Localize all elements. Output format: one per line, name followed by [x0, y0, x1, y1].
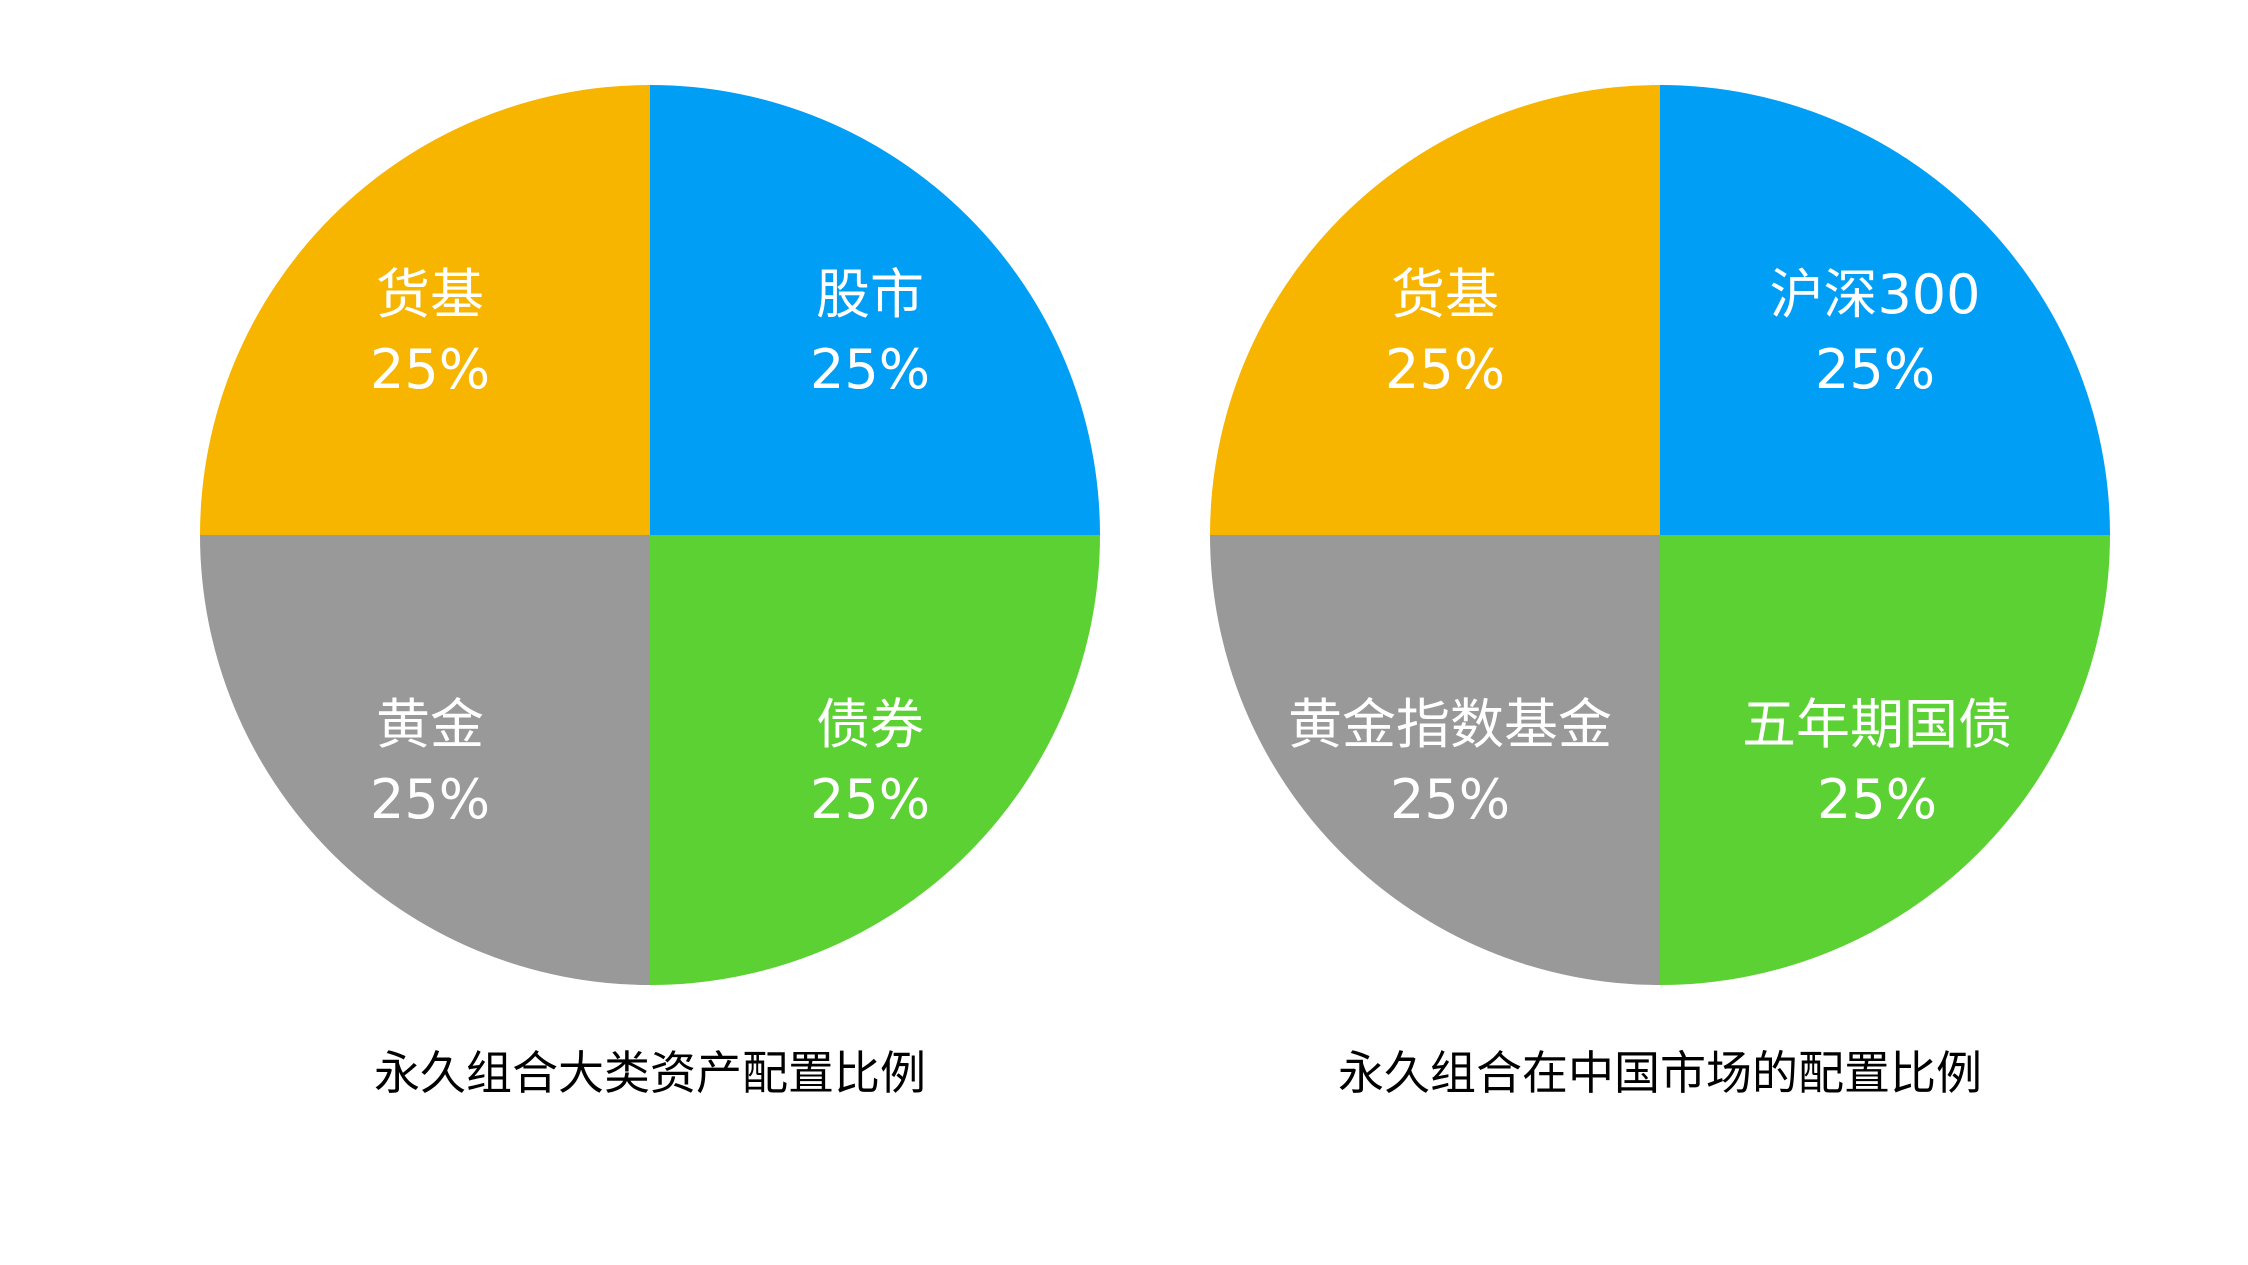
- slice-percent-money-fund: 25%: [370, 338, 490, 401]
- chart-title-asset-classes: 永久组合大类资产配置比例: [374, 1046, 926, 1100]
- slice-label-5y-treasury: 五年期国债: [1742, 693, 2012, 756]
- pie-slice-money-fund-cn: [1210, 85, 1660, 535]
- pie-slice-stock-market: [650, 85, 1100, 535]
- slice-label-money-fund-cn: 货基: [1391, 263, 1499, 326]
- pie-china-market-svg: 货基 25% 沪深300 25% 黄金指数基金 25% 五年期国债 25%: [1210, 85, 2110, 985]
- slice-label-gold-index-fund: 黄金指数基金: [1288, 693, 1612, 756]
- pie-asset-classes-svg: 货基 25% 股市 25% 黄金 25% 债券 25%: [200, 85, 1100, 985]
- slice-label-money-fund: 货基: [376, 263, 484, 326]
- slice-percent-money-fund-cn: 25%: [1385, 338, 1505, 401]
- pie-slice-gold-index-fund: [1210, 535, 1660, 985]
- slice-label-gold: 黄金: [376, 693, 484, 756]
- slice-percent-bonds: 25%: [810, 768, 930, 831]
- pie-slice-gold: [200, 535, 650, 985]
- slice-percent-5y-treasury: 25%: [1817, 768, 1937, 831]
- slice-percent-csi300: 25%: [1815, 338, 1935, 401]
- pie-slice-csi300: [1660, 85, 2110, 535]
- pie-slice-money-fund: [200, 85, 650, 535]
- slice-label-bonds: 债券: [816, 693, 924, 756]
- slice-label-stock-market: 股市: [816, 263, 924, 326]
- chart-title-china-market: 永久组合在中国市场的配置比例: [1338, 1046, 1982, 1100]
- pie-slice-bonds: [650, 535, 1100, 985]
- pie-slice-5y-treasury: [1660, 535, 2110, 985]
- pie-chart-asset-classes: 货基 25% 股市 25% 黄金 25% 债券 25% 永久组合大类资产配置比例: [200, 85, 1100, 1103]
- pie-chart-china-market: 货基 25% 沪深300 25% 黄金指数基金 25% 五年期国债 25% 永久…: [1210, 85, 2110, 1103]
- slice-percent-gold: 25%: [370, 768, 490, 831]
- slice-percent-stock-market: 25%: [810, 338, 930, 401]
- slice-percent-gold-index-fund: 25%: [1390, 768, 1510, 831]
- slice-label-csi300: 沪深300: [1769, 263, 1980, 326]
